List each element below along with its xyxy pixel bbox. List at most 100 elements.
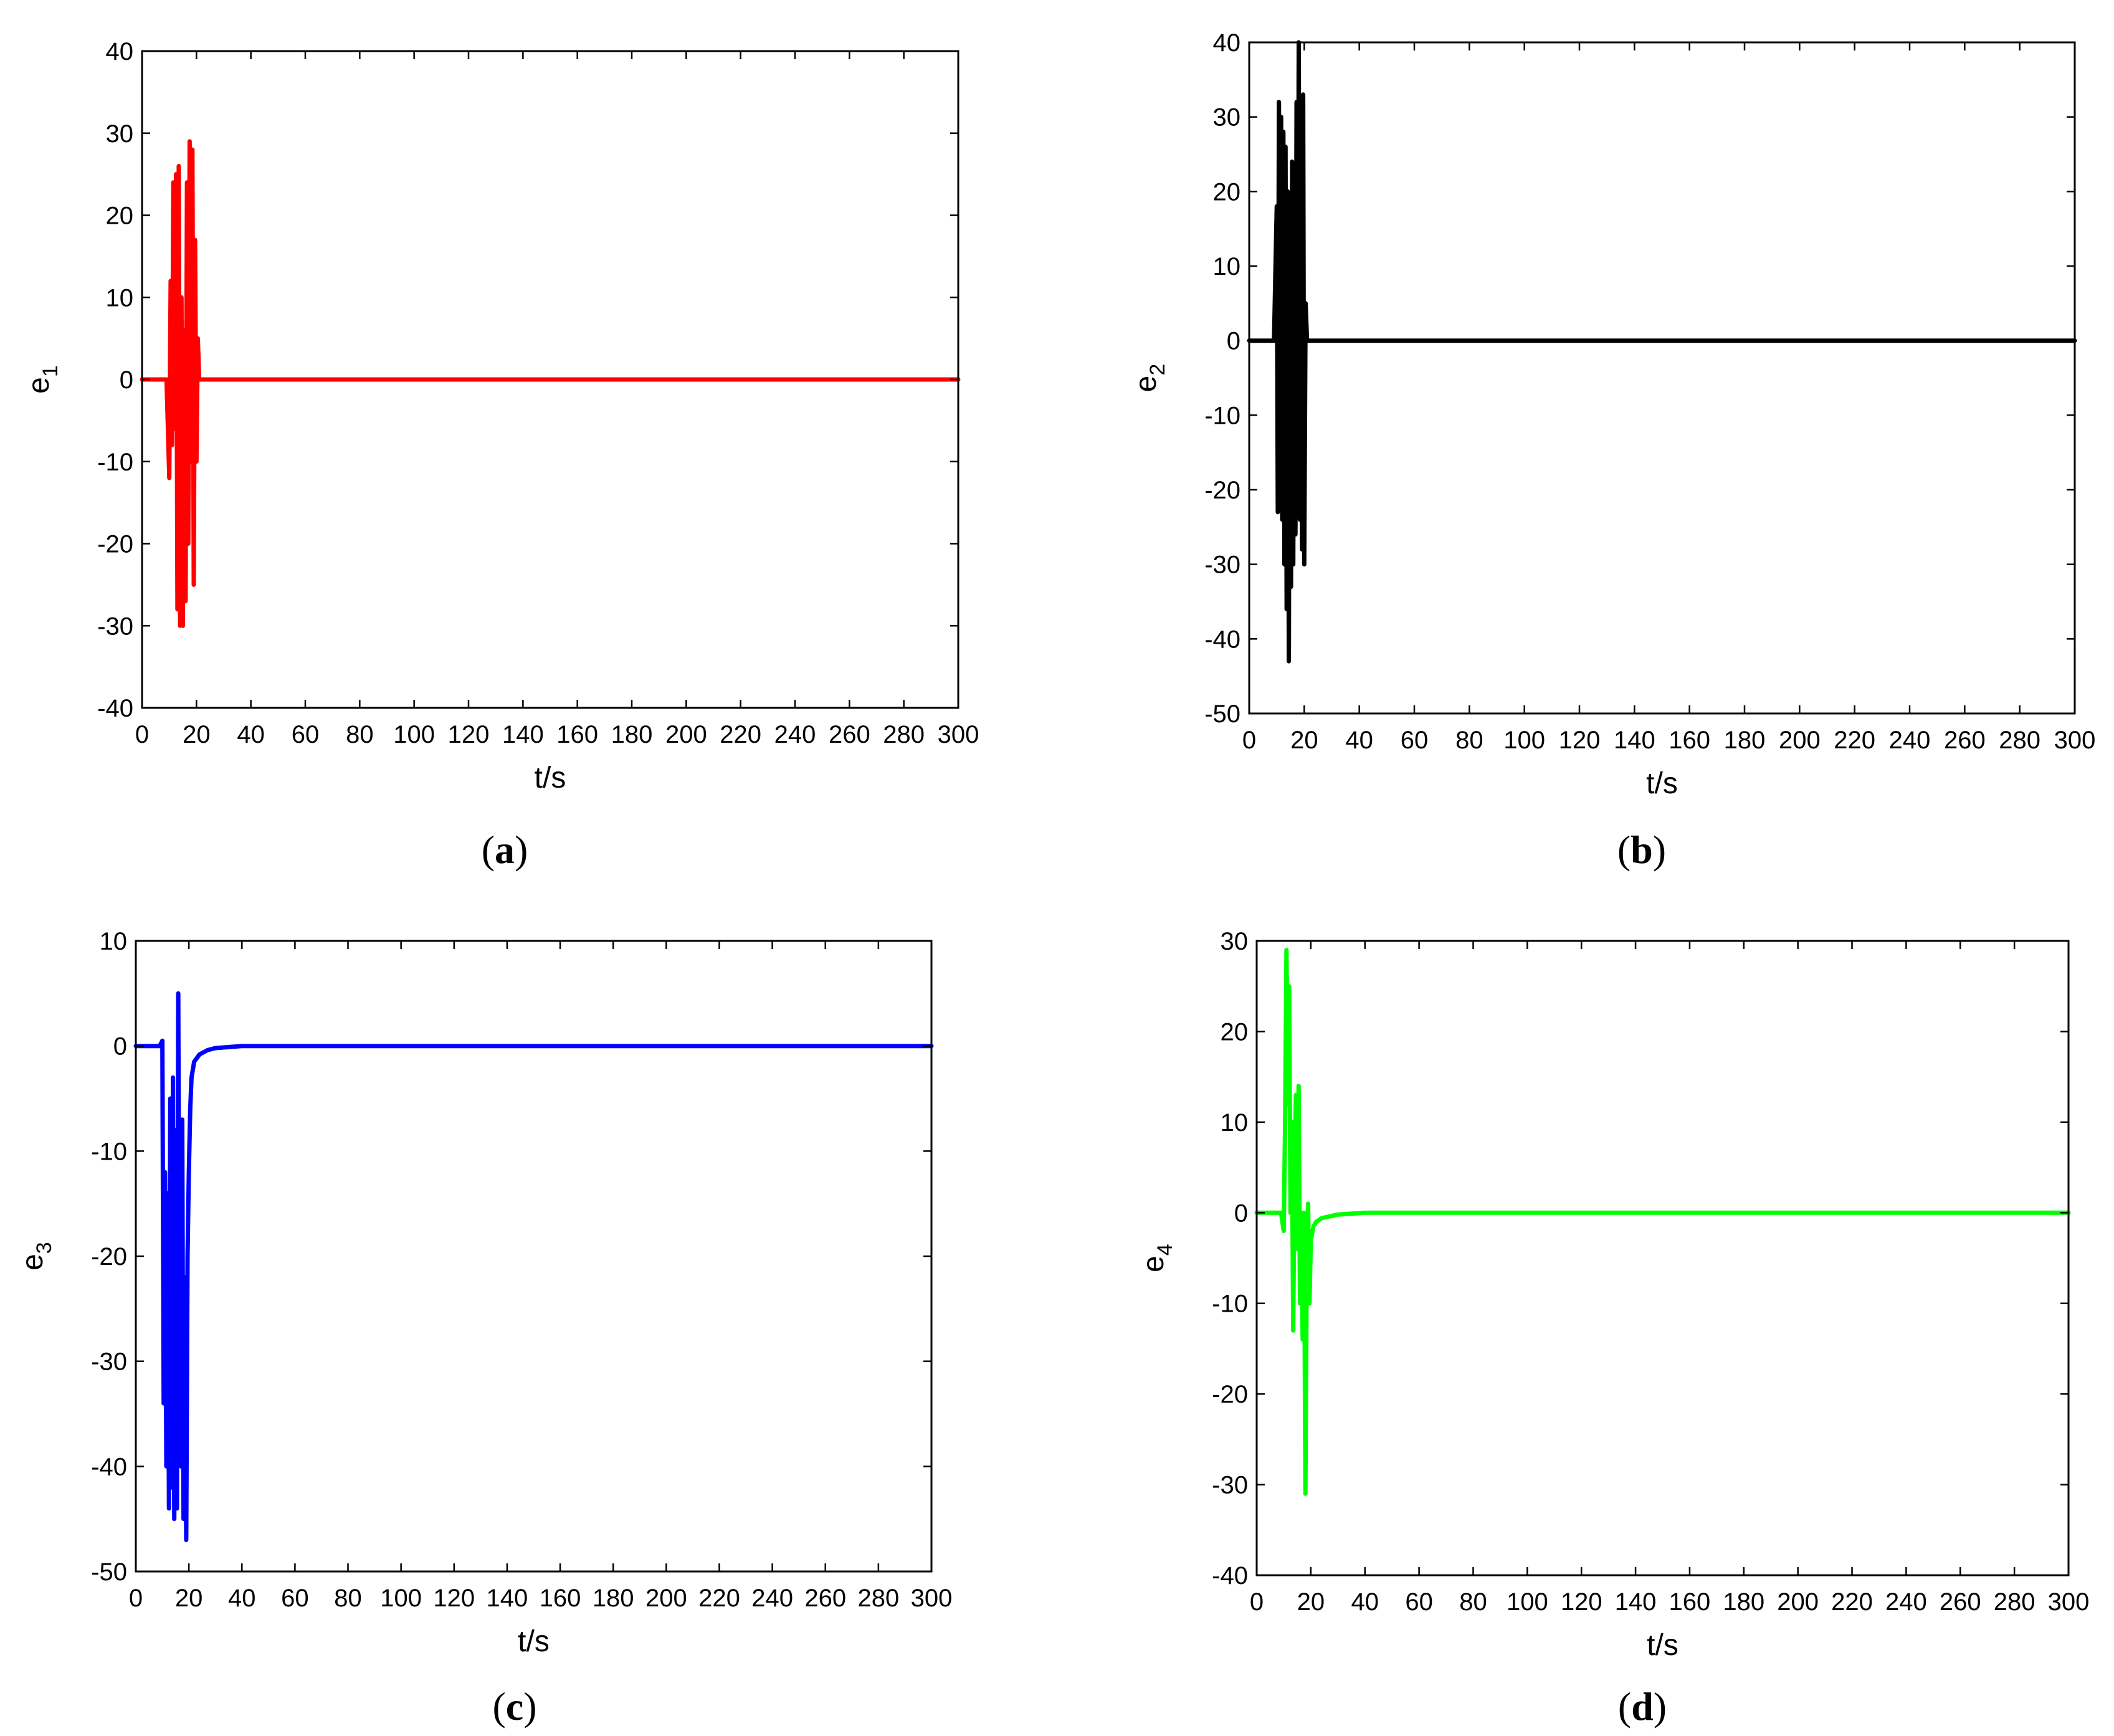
y-axis-title: e3 [16, 1242, 56, 1271]
x-tick-label: 140 [502, 721, 544, 748]
y-tick-label: -40 [97, 695, 133, 722]
y-tick-label: -50 [1204, 700, 1240, 728]
x-tick-label: 220 [1834, 727, 1875, 754]
y-tick-label: -10 [97, 449, 133, 476]
panel-d: 0 20 40 60 80 100 120 140 160 180 200 220 240 260 280 3… [1137, 928, 2089, 1729]
x-tick-label: 260 [1944, 727, 1986, 754]
y-tick-label: -40 [1212, 1562, 1248, 1590]
x-tick-label: 180 [593, 1585, 634, 1612]
x-tick-label: 240 [1889, 727, 1931, 754]
x-axis-title: t/s [535, 761, 566, 794]
x-tick-label: 180 [1723, 1588, 1764, 1616]
x-tick-label: 300 [911, 1585, 953, 1612]
series-line-c [133, 991, 934, 1542]
axes-frame [135, 940, 933, 1573]
panel-b: 0 20 40 60 80 100 120 140 160 180 200 220 240 260 280 3… [1130, 29, 2095, 872]
y-tick-label: -20 [1204, 477, 1240, 504]
x-tick-label: 240 [774, 721, 816, 748]
x-tick-label: 300 [938, 721, 979, 748]
y-tick-label: -30 [97, 613, 133, 640]
series-line-b [1247, 40, 2077, 664]
y-tick-label: 20 [1213, 178, 1241, 206]
x-tick-label: 160 [556, 721, 598, 748]
series-line-d [1254, 948, 2071, 1496]
y-tick-label: -30 [91, 1348, 127, 1376]
panel-label: (c) [492, 1684, 536, 1729]
panel-label: (a) [482, 827, 528, 872]
x-tick-label: 140 [1614, 727, 1655, 754]
y-tick-label: 10 [1221, 1109, 1249, 1137]
y-tick-label: 0 [1234, 1199, 1248, 1227]
y-tick-label: 0 [120, 366, 133, 394]
y-tick-label: 30 [106, 120, 134, 148]
x-tick-label: 200 [1777, 1588, 1819, 1616]
y-tick-label: -20 [1212, 1381, 1248, 1408]
x-tick-label: 260 [804, 1585, 846, 1612]
x-tick-label: 20 [1297, 1588, 1325, 1616]
panel-a: 0 20 40 60 80 100 120 140 160 180 200 220 240 260 280 3… [22, 38, 979, 872]
x-tick-label: 160 [540, 1585, 581, 1612]
y-tick-label: 40 [1213, 29, 1241, 57]
x-tick-label: 160 [1669, 727, 1710, 754]
x-tick-label: 200 [1779, 727, 1821, 754]
x-tick-label: 0 [1242, 727, 1256, 754]
x-tick-label: 100 [1503, 727, 1545, 754]
x-tick-label: 300 [2048, 1588, 2090, 1616]
panel-label: (b) [1617, 827, 1666, 872]
y-tick-label: 0 [113, 1033, 127, 1061]
x-tick-label: 60 [281, 1585, 309, 1612]
x-tick-label: 20 [183, 721, 211, 748]
x-tick-label: 60 [292, 721, 320, 748]
x-tick-label: 240 [1885, 1588, 1927, 1616]
y-tick-label: 30 [1213, 104, 1241, 131]
y-tick-label: -10 [1204, 402, 1240, 429]
x-tick-label: 200 [645, 1585, 687, 1612]
x-tick-label: 200 [665, 721, 707, 748]
y-tick-label: 20 [106, 203, 134, 230]
y-tick-label: 40 [106, 38, 134, 65]
x-tick-label: 40 [237, 721, 265, 748]
x-tick-label: 40 [1351, 1588, 1379, 1616]
y-axis-title: e1 [22, 365, 62, 394]
y-tick-label: -20 [91, 1243, 127, 1271]
x-tick-label: 20 [1290, 727, 1318, 754]
x-tick-label: 40 [228, 1585, 256, 1612]
x-tick-label: 300 [2054, 727, 2096, 754]
x-tick-label: 80 [346, 721, 374, 748]
y-axis-title: e4 [1137, 1244, 1177, 1272]
y-axis-title: e2 [1130, 364, 1169, 393]
x-tick-label: 220 [698, 1585, 740, 1612]
x-axis-title: t/s [1646, 767, 1678, 800]
y-tick-label: -40 [1204, 626, 1240, 653]
x-tick-label: 120 [433, 1585, 475, 1612]
x-tick-label: 40 [1345, 727, 1373, 754]
y-tick-label: 30 [1221, 928, 1249, 955]
x-axis-title: t/s [1647, 1629, 1678, 1662]
x-tick-label: 0 [135, 721, 149, 748]
x-tick-label: 280 [1999, 727, 2040, 754]
x-tick-label: 280 [1994, 1588, 2035, 1616]
x-tick-label: 60 [1405, 1588, 1433, 1616]
x-tick-label: 100 [393, 721, 435, 748]
y-tick-label: 20 [1221, 1018, 1249, 1046]
x-tick-label: 180 [611, 721, 653, 748]
x-tick-label: 140 [1615, 1588, 1657, 1616]
x-tick-label: 220 [720, 721, 761, 748]
panel-label: (d) [1618, 1684, 1667, 1729]
x-tick-label: 280 [883, 721, 925, 748]
axes-frame [1255, 940, 2070, 1576]
x-tick-label: 220 [1831, 1588, 1873, 1616]
y-tick-label: 10 [106, 284, 134, 312]
y-tick-label: -30 [1212, 1472, 1248, 1499]
x-axis-title: t/s [518, 1625, 550, 1658]
y-tick-label: -10 [1212, 1290, 1248, 1318]
x-tick-label: 60 [1401, 727, 1429, 754]
y-tick-label: -10 [91, 1138, 127, 1165]
y-tick-label: 10 [1213, 253, 1241, 280]
x-tick-label: 140 [487, 1585, 528, 1612]
y-tick-label: -30 [1204, 551, 1240, 579]
y-tick-label: -50 [91, 1558, 127, 1586]
y-tick-label: 0 [1227, 328, 1240, 355]
x-tick-label: 0 [1250, 1588, 1264, 1616]
panel-c: 0 20 40 60 80 100 120 140 160 180 200 220 240 260 280 3… [16, 928, 952, 1729]
